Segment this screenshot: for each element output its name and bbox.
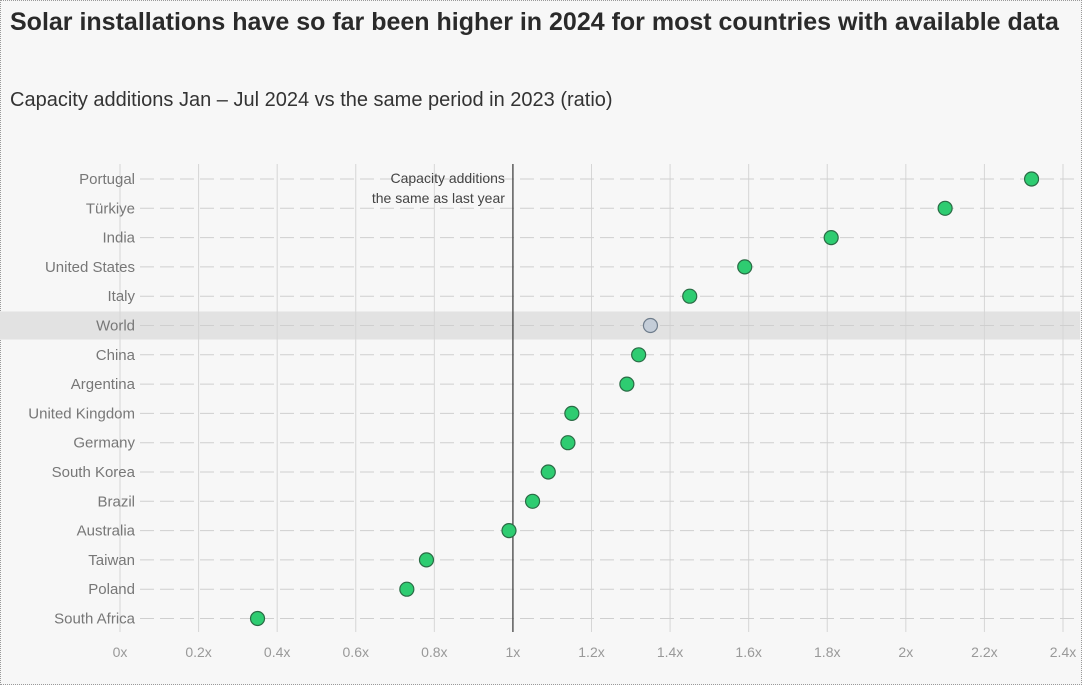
chart-title: Solar installations have so far been hig… [10, 8, 1059, 36]
category-label: Italy [107, 288, 135, 305]
data-point [737, 259, 753, 275]
data-point [631, 347, 647, 363]
data-point [418, 552, 435, 568]
x-tick-label: 2.2x [971, 644, 997, 660]
category-label: World [96, 318, 135, 335]
category-label: Portugal [79, 171, 135, 188]
category-label: United Kingdom [28, 405, 135, 422]
data-point [642, 317, 659, 334]
category-label: Taiwan [88, 552, 135, 569]
data-point [823, 230, 839, 246]
x-tick-label: 2.4x [1050, 644, 1076, 660]
data-point [619, 376, 635, 392]
category-label: Poland [88, 581, 135, 598]
x-tick-label: 0x [113, 644, 128, 660]
x-tick-label: 1.4x [657, 644, 683, 660]
x-tick-label: 2x [898, 644, 913, 660]
data-point [682, 288, 698, 304]
data-point [540, 464, 556, 480]
x-tick-label: 0.4x [264, 644, 290, 660]
data-point [399, 581, 415, 597]
category-label: Brazil [97, 493, 135, 510]
category-label: Argentina [71, 376, 136, 393]
category-label: South Africa [54, 611, 136, 628]
chart-subtitle: Capacity additions Jan – Jul 2024 vs the… [10, 89, 613, 111]
category-label: United States [45, 259, 135, 276]
category-label: South Korea [52, 464, 136, 481]
reference-line-annotation: Capacity additions [391, 170, 505, 186]
data-point [1023, 171, 1040, 187]
reference-line-annotation: the same as last year [372, 190, 505, 206]
category-label: India [102, 230, 135, 247]
data-point [937, 200, 953, 216]
category-label: Australia [77, 523, 136, 540]
x-tick-label: 0.8x [421, 644, 447, 660]
x-tick-label: 1x [506, 644, 521, 660]
x-tick-label: 1.8x [814, 644, 840, 660]
category-label: China [96, 347, 136, 364]
x-tick-label: 0.6x [343, 644, 369, 660]
data-point [524, 493, 541, 509]
category-label: Germany [73, 435, 135, 452]
x-tick-label: 0.2x [185, 644, 211, 660]
x-tick-label: 1.6x [735, 644, 761, 660]
data-point [501, 522, 517, 539]
x-tick-label: 1.2x [578, 644, 604, 660]
data-point [560, 435, 576, 451]
category-label: Türkiye [86, 200, 135, 217]
data-point [564, 405, 580, 421]
data-point [249, 610, 266, 627]
